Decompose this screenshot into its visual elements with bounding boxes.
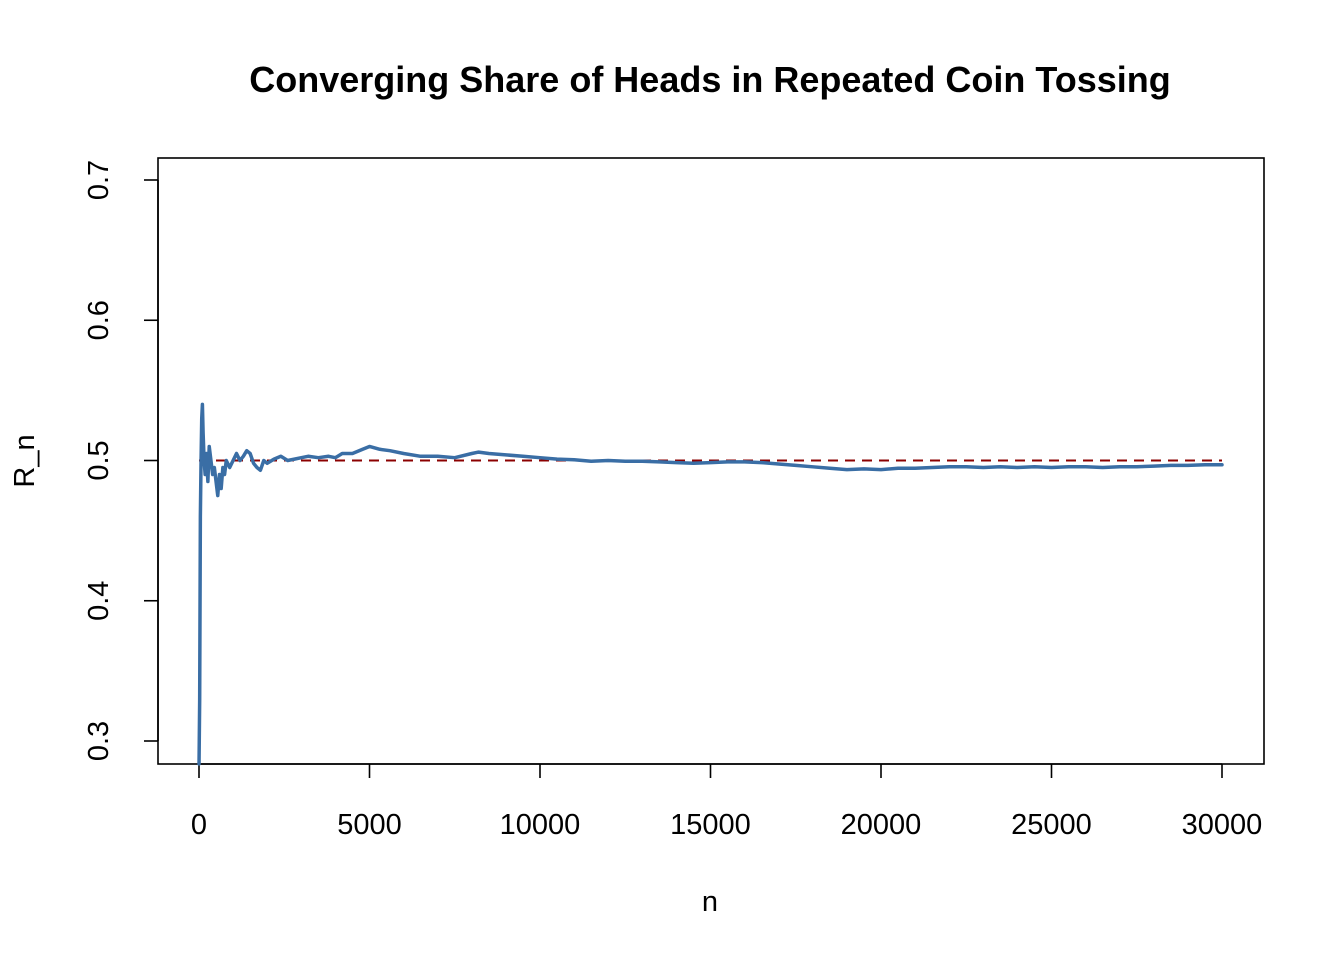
chart-title: Converging Share of Heads in Repeated Co… (249, 59, 1170, 100)
y-tick-label: 0.3 (83, 721, 115, 761)
x-tick-label: 20000 (841, 809, 922, 841)
y-axis: 0.3 0.4 0.5 0.6 0.7 (83, 160, 159, 761)
y-tick-label: 0.4 (83, 581, 115, 621)
x-tick-label: 5000 (337, 809, 402, 841)
x-tick-label: 0 (191, 809, 207, 841)
y-tick-label: 0.7 (83, 160, 115, 200)
y-tick-label: 0.5 (83, 440, 115, 480)
x-tick-label: 25000 (1011, 809, 1092, 841)
x-tick-label: 30000 (1182, 809, 1263, 841)
x-tick-label: 15000 (670, 809, 751, 841)
x-axis: 0 5000 10000 15000 20000 25000 30000 (191, 763, 1263, 841)
y-tick-label: 0.6 (83, 300, 115, 340)
y-axis-label: R_n (9, 434, 41, 487)
x-tick-label: 10000 (500, 809, 581, 841)
series-line-rn (197, 402, 1224, 766)
x-axis-label: n (702, 886, 718, 918)
